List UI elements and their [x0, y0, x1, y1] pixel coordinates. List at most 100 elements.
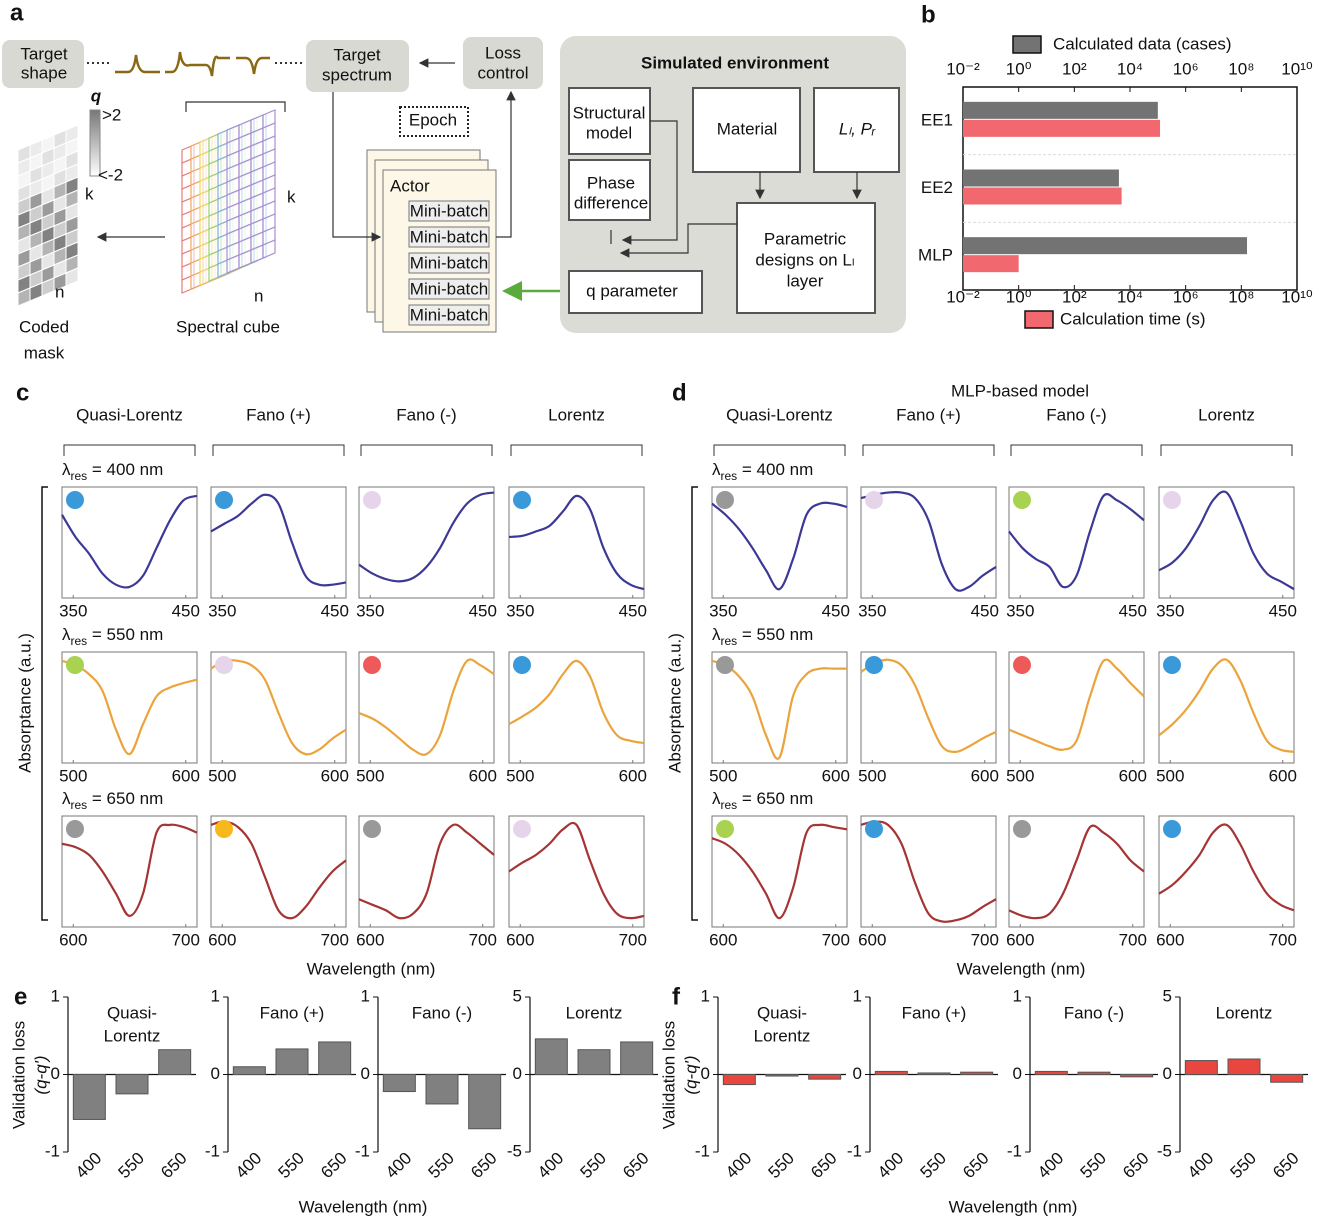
x-tick-label: 650 — [467, 1149, 500, 1182]
x-tick-label: 550 — [577, 1149, 610, 1182]
x-tick-label: 500 — [709, 766, 737, 785]
label: spectrum — [322, 65, 392, 84]
panel-label: e — [14, 983, 27, 1010]
subplot-title: MLP-based model — [951, 381, 1089, 400]
panel-label: f — [672, 983, 681, 1010]
panel-label: c — [16, 379, 29, 406]
x-tick-label: 700 — [822, 930, 850, 949]
x-tick-label: 600 — [709, 930, 737, 949]
x-tick-label: 10⁴ — [1117, 287, 1143, 306]
subplot-title: Fano (-) — [412, 1003, 472, 1022]
subscript: res — [71, 798, 88, 812]
label: Spectral cube — [176, 317, 280, 336]
marker — [1163, 656, 1181, 674]
resonance-label: λres = 400 nm — [712, 460, 813, 483]
marker — [865, 656, 883, 674]
marker — [66, 820, 84, 838]
label: Actor — [390, 176, 430, 195]
label: Parametric — [764, 229, 847, 248]
x-tick-label: 400 — [874, 1149, 907, 1182]
x-tick-label: 10¹⁰ — [1281, 287, 1313, 306]
resonance-label: λres = 650 nm — [62, 789, 163, 812]
marker — [1013, 820, 1031, 838]
column-title: Fano (-) — [396, 405, 456, 424]
marker — [865, 820, 883, 838]
x-tick-label: 650 — [959, 1149, 992, 1182]
x-tick-label: 500 — [1006, 766, 1034, 785]
marker — [215, 820, 233, 838]
arrow — [496, 92, 511, 237]
x-tick-label: 500 — [1156, 766, 1184, 785]
y-axis-label: Absorptance (a.u.) — [15, 633, 34, 773]
x-tick-label: 650 — [157, 1149, 190, 1182]
bar — [276, 1049, 308, 1075]
x-tick-label: 500 — [59, 766, 87, 785]
label: Lₗ, Pᵣ — [839, 119, 876, 138]
x-tick-label-top: 10⁸ — [1228, 59, 1254, 78]
label: model — [586, 123, 632, 142]
subplot-title: Quasi- — [757, 1003, 807, 1022]
y-tick-label: 1 — [853, 986, 862, 1005]
marker — [1013, 656, 1031, 674]
label: Structural — [573, 103, 646, 122]
label: Phase — [587, 173, 635, 192]
bracket — [1161, 445, 1292, 456]
bar — [766, 1075, 798, 1077]
marker — [513, 491, 531, 509]
resonance-label: λres = 400 nm — [62, 460, 163, 483]
label: mask — [24, 343, 65, 362]
bar — [809, 1075, 841, 1080]
x-tick-label: 400 — [232, 1149, 265, 1182]
y-axis-label: Validation loss — [659, 1021, 678, 1129]
mini-batch-label: Mini-batch — [410, 201, 488, 220]
marker — [66, 491, 84, 509]
x-tick-label: 450 — [321, 601, 349, 620]
label: shape — [21, 63, 67, 82]
x-tick-label: 600 — [208, 930, 236, 949]
marker — [716, 820, 734, 838]
y-tick-label: 0 — [1013, 1064, 1022, 1083]
bar — [116, 1075, 148, 1094]
y-tick-label: 1 — [361, 986, 370, 1005]
y-tick-label: 0 — [211, 1064, 220, 1083]
x-tick-label: 600 — [1269, 766, 1297, 785]
x-tick-label: 350 — [208, 601, 236, 620]
label: Coded — [19, 317, 69, 336]
x-tick-label: 500 — [208, 766, 236, 785]
marker — [865, 491, 883, 509]
marker — [215, 491, 233, 509]
bracket — [692, 487, 698, 920]
x-tick-label: 600 — [172, 766, 200, 785]
x-tick-label: 550 — [765, 1149, 798, 1182]
x-tick-label: 650 — [317, 1149, 350, 1182]
x-tick-label: 450 — [172, 601, 200, 620]
shape-icon — [115, 55, 160, 72]
x-tick-label: 10⁻² — [946, 287, 980, 306]
x-tick-label: 700 — [1269, 930, 1297, 949]
text: = 550 nm — [737, 625, 813, 644]
x-tick-label: 10² — [1062, 287, 1087, 306]
y-tick-label: -5 — [507, 1141, 522, 1160]
x-tick-label: 450 — [822, 601, 850, 620]
bar — [1271, 1075, 1303, 1083]
marker — [1013, 491, 1031, 509]
marker — [1163, 820, 1181, 838]
y-tick-label: 0 — [1163, 1064, 1172, 1083]
y-tick-label: -1 — [355, 1141, 370, 1160]
coded-mask — [18, 125, 78, 306]
mini-batch-label: Mini-batch — [410, 279, 488, 298]
bracket — [863, 445, 994, 456]
marker — [363, 820, 381, 838]
bar — [918, 1073, 950, 1075]
bar — [233, 1067, 265, 1075]
shape-icon — [200, 57, 230, 76]
subplot-title: Fano (+) — [902, 1003, 967, 1022]
x-tick-label: 600 — [1156, 930, 1184, 949]
bar — [1035, 1071, 1067, 1074]
x-axis-label: Wavelength (nm) — [949, 1197, 1078, 1216]
subplot-title: Fano (-) — [1064, 1003, 1124, 1022]
subscript: res — [721, 798, 738, 812]
subplot-title: Fano (+) — [260, 1003, 325, 1022]
x-tick-label: 400 — [722, 1149, 755, 1182]
x-tick-label: 600 — [59, 930, 87, 949]
